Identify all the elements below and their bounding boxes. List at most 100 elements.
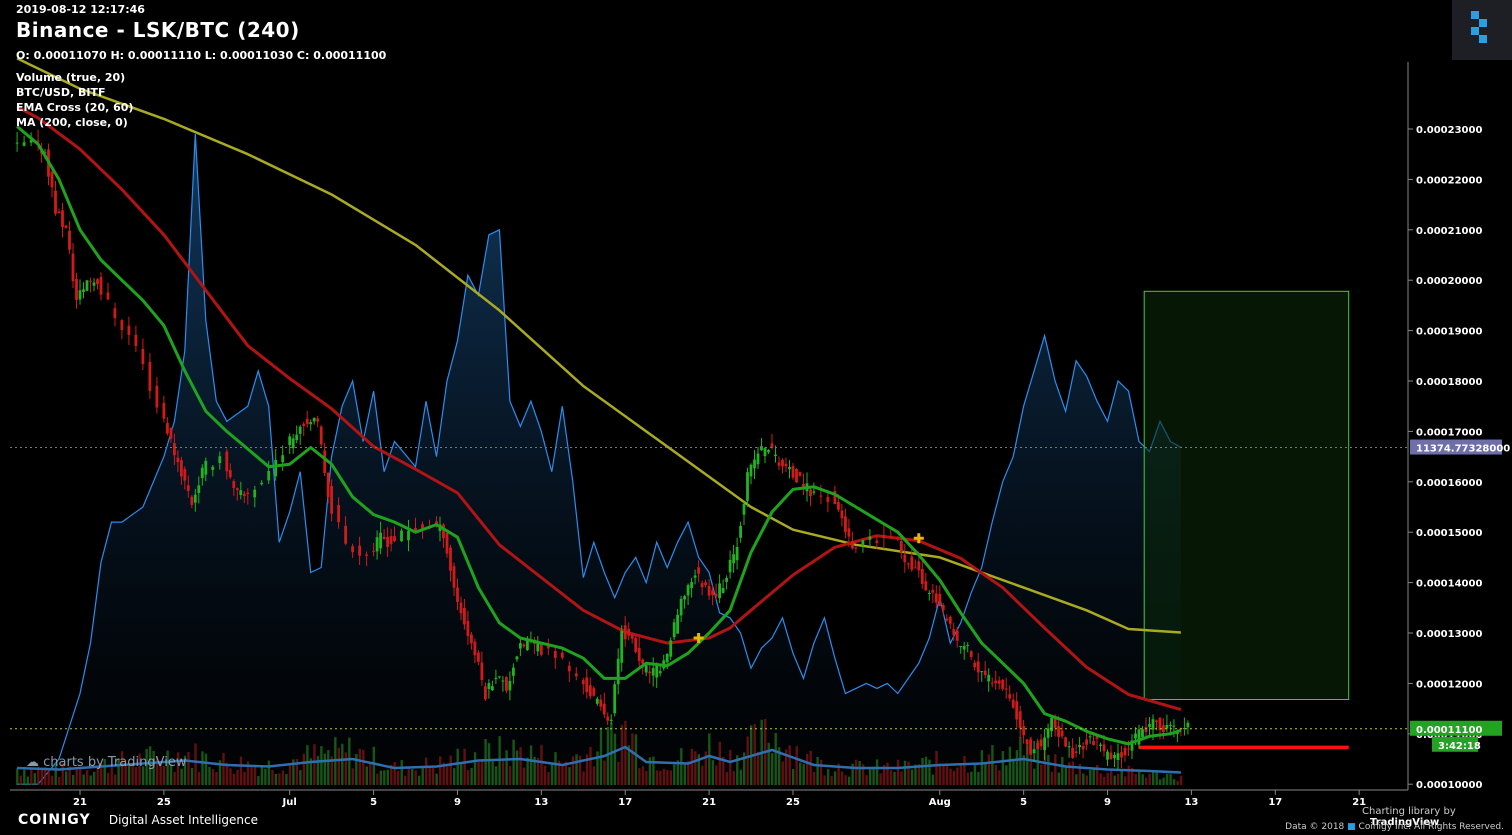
volume-bar [288,762,292,785]
candle-body [519,643,522,649]
volume-bar [68,766,71,785]
x-tick-label: 21 [1352,797,1366,808]
candle-body [78,290,82,300]
candle-body [847,528,851,537]
volume-bar [1054,754,1057,785]
candle-body [1078,744,1081,748]
volume-bar [554,752,557,785]
candle-body [927,593,931,594]
volume-bars [16,719,1183,785]
volume-bar [872,766,875,785]
indicator-volume[interactable]: Volume (true, 20) [16,71,126,84]
candle-body [606,716,610,721]
volume-bar [169,763,173,785]
tradingview-link[interactable]: TradingView [1370,817,1440,828]
y-tick-label: 0.00014000 [1416,579,1482,590]
volume-bar [739,769,742,785]
volume-bar [627,745,631,785]
volume-bar [578,755,582,785]
volume-bar [473,752,477,785]
volume-bar [1141,774,1144,785]
indicator-ema-cross[interactable]: EMA Cross (20, 60) [16,101,134,114]
candle-body [753,459,756,469]
volume-bar [1040,764,1043,785]
volume-bar [547,772,550,785]
candle-body [1011,699,1015,708]
volume-bar [117,758,120,785]
volume-bar [1078,763,1081,785]
volume-bar [697,754,700,785]
candle-body [889,537,893,538]
volume-bar [910,769,914,785]
candle-body [375,537,379,552]
volume-bar [1089,770,1092,785]
candle-body [463,608,466,625]
volume-bar [669,770,673,785]
candle-body [68,230,71,250]
volume-bar [257,775,260,785]
volume-bar [141,766,145,785]
volume-bar [208,767,211,785]
volume-bar [246,761,250,785]
candle-body [602,703,606,715]
candle-body [1134,733,1137,739]
indicator-btcusd[interactable]: BTC/USD, BITF [16,86,106,99]
candle-body [749,464,753,477]
candle-body [211,466,215,470]
volume-bar [1050,771,1053,785]
volume-bar [1117,773,1120,785]
volume-bar [757,751,760,785]
candle-body [288,436,292,446]
volume-bar [75,769,78,785]
tradingview-cloud-icon: ☁ [26,755,39,770]
candle-body [742,503,746,515]
candle-body [791,466,795,478]
volume-bar [124,763,127,785]
y-tick-label: 0.00012000 [1416,679,1482,690]
candle-body [1043,737,1046,750]
candle-body [379,532,382,549]
candle-body [508,680,512,691]
volume-bar [152,751,155,785]
projection-rect [1143,290,1350,700]
volume-bar [886,762,889,785]
candle-body [1165,725,1169,729]
volume-bar [652,756,655,785]
volume-bar [655,770,659,785]
candle-body [560,652,564,658]
candle-body [470,634,473,644]
indicator-ma[interactable]: MA (200, close, 0) [16,116,128,129]
y-tick-label: 0.00023000 [1416,125,1482,136]
candle-body [746,472,749,501]
candle-body [567,665,571,672]
candle-body [61,210,64,227]
candle-body [295,434,299,441]
coinigy-logo-icon[interactable] [1452,0,1512,60]
volume-bar [823,775,826,785]
footer-copyright: Data © 2018 ■ Coinigy Inc. All Rights Re… [1285,822,1504,832]
candle-body [760,446,763,451]
volume-bar [931,774,935,785]
volume-bar [253,765,257,785]
candle-body [512,667,515,676]
volume-bar [383,770,386,785]
candle-body [309,422,313,425]
candle-body [442,524,445,539]
volume-bar [725,771,728,785]
candle-body [875,540,879,544]
candle-body [50,171,54,188]
candle-body [85,280,89,291]
volume-bar [487,743,491,785]
volume-bar [211,769,215,785]
volume-bar [190,768,194,785]
volume-bar [313,744,316,785]
charting-library-credit[interactable]: Charting library by TradingView [1362,806,1456,828]
volume-bar [1085,775,1088,785]
volume-bar [369,763,372,785]
candle-body [1004,688,1008,690]
btcusd-overlay-area [17,133,1182,790]
candle-body [735,547,739,561]
volume-bar [851,763,854,785]
candle-body [592,688,596,696]
